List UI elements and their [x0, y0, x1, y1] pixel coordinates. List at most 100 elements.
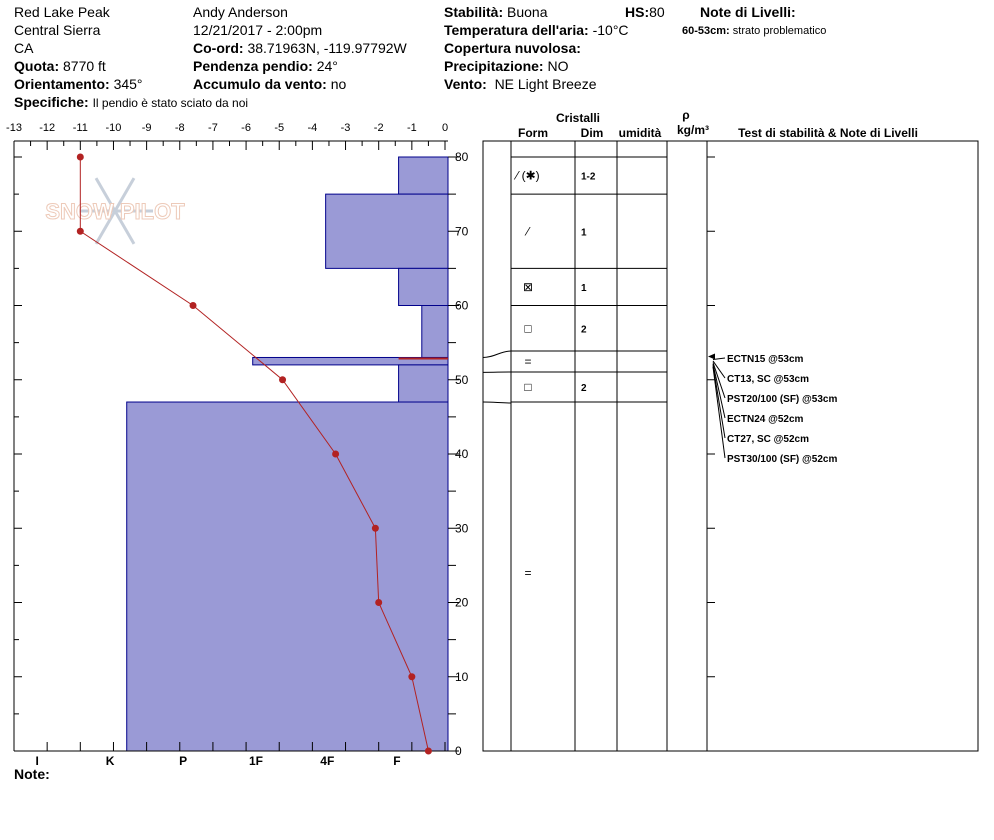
wind-loading-row: Accumulo da vento: no — [193, 75, 346, 93]
temp-tick-label: -2 — [374, 122, 384, 134]
precip-row: Precipitazione: NO — [444, 57, 568, 75]
specifics-label: Specifiche: — [14, 94, 89, 110]
tests-header: Test di stabilità & Note di Livelli — [738, 126, 918, 140]
temp-tick-label: -5 — [274, 122, 284, 134]
temp-tick-label: -7 — [208, 122, 218, 134]
temperature-point — [408, 673, 416, 681]
temperature-point — [76, 227, 84, 235]
crystal-form: ⊠ — [523, 280, 533, 294]
form-header: Form — [518, 126, 548, 140]
hardness-layer — [252, 356, 449, 366]
depth-tick-label: 20 — [455, 596, 469, 610]
precip-label: Precipitazione: — [444, 58, 544, 74]
depth-tick-label: 50 — [455, 373, 469, 387]
depth-tick-label: 30 — [455, 521, 469, 535]
crystal-form: □ — [524, 380, 531, 394]
crystal-size: 1-2 — [581, 172, 596, 183]
test-arrow — [712, 365, 726, 439]
temperature-point — [279, 376, 287, 384]
arrow-head — [708, 353, 715, 360]
wind-loading-label: Accumulo da vento: — [193, 76, 327, 92]
hardness-label: K — [106, 754, 115, 768]
hs-row: HS:80 — [625, 3, 665, 21]
crystal-form: □ — [524, 321, 531, 335]
depth-tick-label: 70 — [455, 224, 469, 238]
temp-tick-label: -12 — [39, 122, 55, 134]
hardness-layer — [421, 305, 449, 358]
hardness-layer — [398, 156, 449, 195]
profile-header: Red Lake Peak Central Sierra CA Quota: 8… — [0, 0, 994, 112]
depth-tick-label: 0 — [455, 744, 462, 758]
layer-note-depth: 60-53cm: — [682, 25, 730, 37]
crystal-size: 2 — [581, 383, 587, 394]
stability-test: CT13, SC @53cm — [727, 374, 809, 385]
coords-value: 38.71963N, -119.97792W — [247, 40, 407, 56]
precip-value: NO — [547, 58, 569, 74]
hardness-layer — [126, 401, 449, 752]
temp-tick-label: -4 — [307, 122, 317, 134]
hs-label: HS: — [625, 4, 650, 20]
density-symbol-header: ρ — [682, 108, 689, 122]
stability-test: CT27, SC @52cm — [727, 434, 809, 445]
wind-row: Vento: NE Light Breeze — [444, 75, 597, 93]
aspect-row: Orientamento: 345° — [14, 75, 143, 93]
hardness-label: 1F — [249, 754, 263, 768]
air-temp-value: -10°C — [592, 22, 629, 38]
logo-text: SNOW PILOT — [45, 199, 185, 224]
crystals-header: Cristalli — [556, 111, 600, 125]
depth-tick-label: 40 — [455, 447, 469, 461]
snowpilot-logo: SNOW PILOT — [45, 177, 186, 245]
specifics-row: Specifiche: Il pendio è stato sciato da … — [14, 93, 248, 112]
stability-value: Buona — [507, 4, 548, 20]
crystal-form: ⁄ (✱) — [513, 169, 539, 183]
temperature-point — [189, 302, 197, 309]
slope-label: Pendenza pendio: — [193, 58, 313, 74]
density-unit-header: kg/m³ — [677, 123, 709, 137]
state: CA — [14, 40, 34, 56]
location-name: Red Lake Peak — [14, 4, 110, 20]
elevation-row: Quota: 8770 ft — [14, 57, 106, 75]
mountain-range: Central Sierra — [14, 22, 101, 38]
crystal-form: ⁄ — [524, 224, 531, 238]
crystal-size: 2 — [581, 324, 587, 335]
observation-datetime: 12/21/2017 - 2:00pm — [193, 22, 323, 38]
hardness-label: 4F — [320, 754, 334, 768]
size-header: Dim — [581, 126, 604, 140]
test-arrow — [712, 362, 726, 399]
sky-label: Copertura nuvolosa: — [444, 40, 581, 56]
depth-tick-label: 10 — [455, 670, 469, 684]
stability-test: PST30/100 (SF) @52cm — [727, 454, 837, 465]
hardness-label: F — [393, 754, 400, 768]
coords-label: Co-ord: — [193, 40, 244, 56]
temperature-point — [375, 599, 383, 606]
observer-name: Andy Anderson — [193, 4, 288, 20]
depth-connector — [482, 350, 512, 358]
stability-test: ECTN24 @52cm — [727, 414, 804, 425]
note-row: Note: — [14, 765, 50, 783]
temp-tick-label: -1 — [407, 122, 417, 134]
temp-tick-label: -9 — [142, 122, 152, 134]
depth-connector — [482, 401, 512, 404]
layer-note-text: strato problematico — [732, 25, 827, 37]
elevation-value: 8770 ft — [63, 58, 106, 74]
test-arrow — [712, 363, 726, 419]
temperature-point — [371, 524, 379, 532]
stability-label: Stabilità: — [444, 4, 504, 20]
temp-tick-label: -13 — [6, 122, 22, 134]
temp-tick-label: 0 — [442, 122, 448, 134]
wind-value: NE Light Breeze — [494, 76, 597, 92]
stability-row: Stabilità: Buona — [444, 3, 548, 21]
note-label: Note: — [14, 766, 50, 782]
layer-notes-title: Note di Livelli: — [700, 3, 796, 21]
temp-tick-label: -10 — [106, 122, 122, 134]
crystal-form: = — [524, 566, 531, 580]
crystal-size: 1 — [581, 283, 587, 294]
hardness-layer — [325, 193, 449, 269]
hardness-label: P — [179, 754, 187, 768]
temperature-point — [76, 153, 84, 161]
moisture-header: umidità — [619, 126, 662, 140]
hardness-layer — [398, 267, 449, 306]
wind-label: Vento: — [444, 76, 487, 92]
slope-value: 24° — [316, 58, 338, 74]
hs-value: 80 — [649, 4, 665, 20]
